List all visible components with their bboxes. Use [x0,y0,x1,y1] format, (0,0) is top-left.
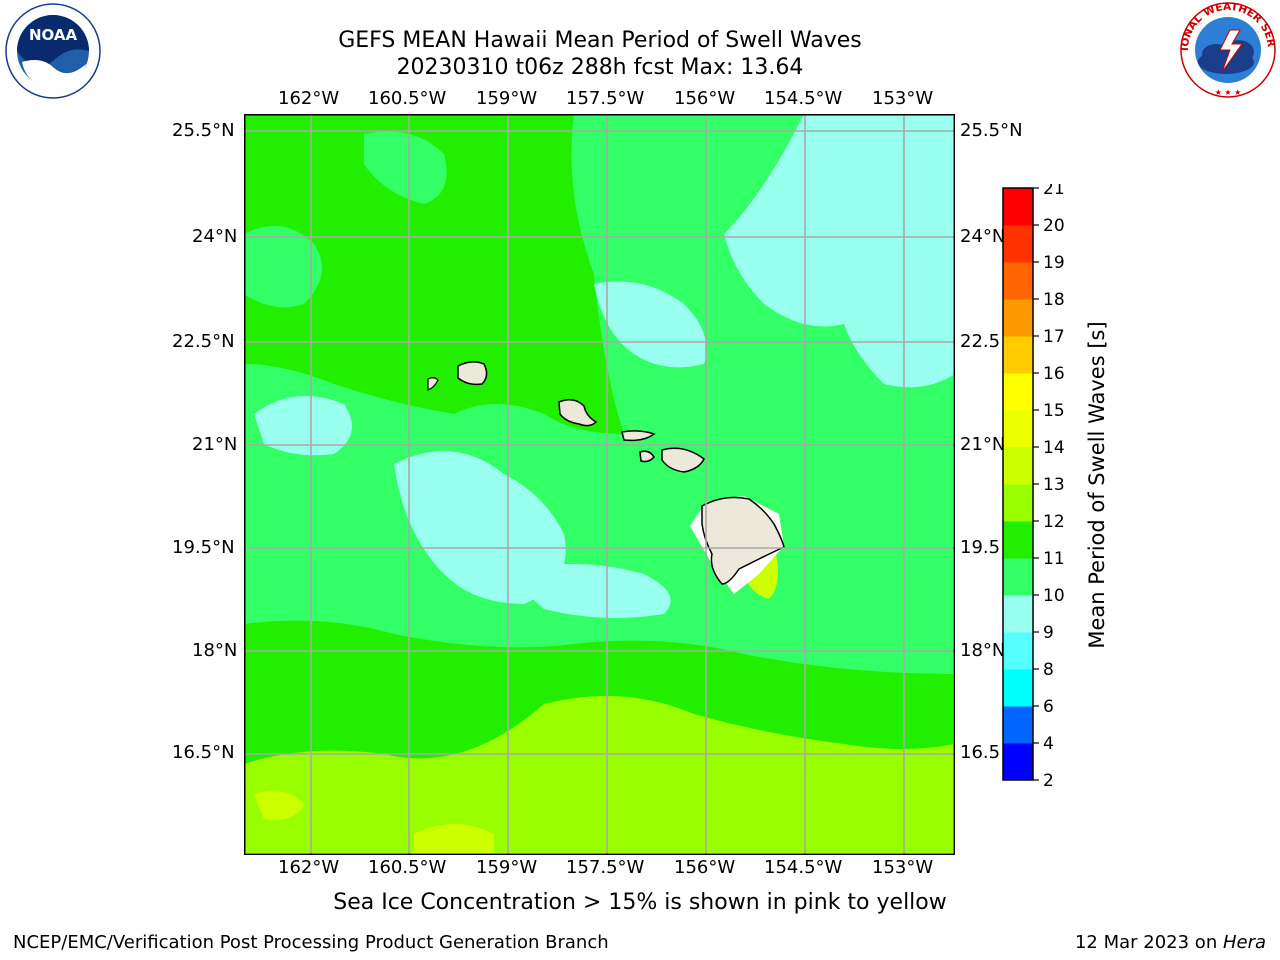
colorbar: 2 4 6 8 9 10 11 12 13 14 15 16 17 18 19 20 21 [1002,184,1065,786]
lon-label-bottom: 159°W [476,857,538,878]
colorbar-tick-label: 15 [1043,401,1065,421]
lon-label-top: 156°W [674,88,736,109]
colorbar-tick-label: 8 [1043,660,1054,680]
lat-label-right: 24°N [960,226,1006,247]
footer-host: Hera [1222,932,1266,953]
swell-period-field [245,115,953,853]
lat-label-right: 25.5°N [960,120,1023,141]
colorbar-segment [1003,262,1033,300]
map-subtitle: 20230310 t06z 288h fcst Max: 13.64 [396,55,804,80]
map-frame [244,114,955,855]
colorbar-segment [1003,632,1033,670]
lat-label-left: 21°N [192,434,238,455]
noaa-logo-text: NOAA [29,26,78,44]
lon-label-top: 160.5°W [368,88,447,109]
colorbar-segment [1003,521,1033,559]
colorbar-tick-label: 14 [1043,438,1065,458]
lon-label-bottom: 156°W [674,857,736,878]
colorbar-tick-label: 11 [1043,549,1065,569]
lon-label-bottom: 160.5°W [368,857,447,878]
colorbar-tick-label: 12 [1043,512,1065,532]
colorbar-tick-label: 18 [1043,290,1065,310]
lat-label-right: 19.5 [960,537,1001,558]
colorbar-segment [1003,558,1033,596]
map-panel [244,114,955,855]
colorbar-tick-label: 19 [1043,253,1065,273]
colorbar-segment [1003,336,1033,374]
colorbar-tick-label: 21 [1043,184,1065,199]
lon-label-bottom: 157.5°W [566,857,645,878]
lon-label-bottom: 153°W [872,857,934,878]
colorbar-tick-label: 17 [1043,327,1065,347]
colorbar-tick-label: 9 [1043,623,1054,643]
colorbar-segment [1003,225,1033,263]
footer-right: 12 Mar 2023 on Hera [1075,932,1266,953]
colorbar-segment [1003,373,1033,411]
colorbar-label: Mean Period of Swell Waves [s] [1085,321,1109,649]
footer-left: NCEP/EMC/Verification Post Processing Pr… [13,932,609,953]
colorbar-segment [1003,706,1033,744]
map-gridlines [244,114,955,855]
lat-label-left: 18°N [192,640,238,661]
lat-label-right: 18°N [960,640,1006,661]
lat-label-right: 16.5 [960,742,1001,763]
svg-text:★ ★ ★: ★ ★ ★ [1215,88,1242,97]
colorbar-tick-label: 6 [1043,697,1054,717]
colorbar-segment [1003,410,1033,448]
lon-label-bottom: 154.5°W [764,857,843,878]
colorbar-segment [1003,188,1033,226]
colorbar-segment [1003,484,1033,522]
noaa-logo: NOAA [5,3,101,99]
lon-label-top: 159°W [476,88,538,109]
colorbar-segment [1003,447,1033,485]
colorbar-tick-label: 13 [1043,475,1065,495]
nws-logo: NATIONAL WEATHER SERVICE ★ ★ ★ [1176,0,1277,98]
lat-label-right: 22.5 [960,331,1001,352]
sea-ice-caption: Sea Ice Concentration > 15% is shown in … [333,890,947,915]
lon-label-bottom: 162°W [278,857,340,878]
colorbar-tick-label: 2 [1043,771,1054,786]
lon-label-top: 157.5°W [566,88,645,109]
lat-label-left: 19.5°N [172,537,235,558]
lat-label-left: 24°N [192,226,238,247]
colorbar-tick-label: 20 [1043,216,1065,236]
map-title: GEFS MEAN Hawaii Mean Period of Swell Wa… [338,28,862,53]
footer-date: 12 Mar 2023 on [1074,932,1223,953]
lat-label-right: 21°N [960,434,1006,455]
lat-label-left: 16.5°N [172,742,235,763]
lat-label-left: 22.5°N [172,331,235,352]
lon-label-top: 153°W [872,88,934,109]
colorbar-tick-label: 4 [1043,734,1054,754]
colorbar-segment [1003,595,1033,633]
colorbar-segment [1003,669,1033,707]
colorbar-segment [1003,299,1033,337]
colorbar-segment [1003,743,1033,781]
lat-label-left: 25.5°N [172,120,235,141]
colorbar-tick-label: 16 [1043,364,1065,384]
colorbar-tick-label: 10 [1043,586,1065,606]
lon-label-top: 154.5°W [764,88,843,109]
lon-label-top: 162°W [278,88,340,109]
